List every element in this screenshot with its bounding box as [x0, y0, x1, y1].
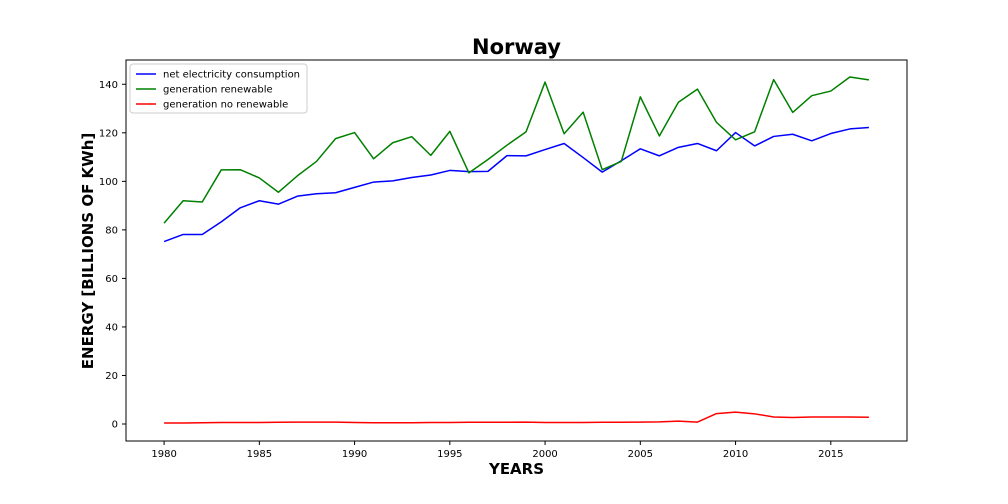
legend-label-consumption: net electricity consumption — [163, 70, 300, 81]
plot-frame — [125, 59, 908, 442]
x-tick-label: 1990 — [342, 449, 367, 460]
y-tick-label: 100 — [99, 177, 118, 188]
plot-area — [126, 60, 907, 441]
x-tick-label: 1980 — [151, 449, 176, 460]
legend: net electricity consumption generation r… — [129, 63, 308, 114]
x-tick-label: 2015 — [818, 449, 843, 460]
series-line-1 — [163, 126, 869, 243]
x-tick-label: 1985 — [247, 449, 272, 460]
y-tick-label: 60 — [105, 274, 118, 285]
y-tick-label: 80 — [105, 225, 118, 236]
y-tick-label: 40 — [105, 322, 118, 333]
legend-label-renewable: generation renewable — [163, 85, 273, 96]
y-tick-label: 20 — [105, 371, 118, 382]
x-tick-label: 1995 — [437, 449, 462, 460]
legend-label-no-renewable: generation no renewable — [163, 100, 288, 111]
x-tick-label: 2005 — [628, 449, 653, 460]
chart-title: Norway — [472, 35, 561, 59]
y-tick-label: 140 — [99, 80, 118, 91]
x-tick-label: 2000 — [532, 449, 557, 460]
x-axis-label: YEARS — [488, 460, 544, 478]
series-line-2 — [163, 76, 870, 224]
y-axis: 0 20 40 60 80 100 120 140 — [99, 80, 126, 431]
x-axis: 1980 1985 1990 1995 2000 2005 2010 2015 — [151, 441, 844, 460]
series-layer — [163, 76, 870, 424]
series-line-3 — [164, 411, 869, 424]
legend-box — [129, 63, 308, 114]
y-tick-label: 120 — [99, 128, 118, 139]
x-tick-label: 2010 — [723, 449, 748, 460]
y-tick-label: 0 — [112, 420, 118, 431]
y-axis-label: ENERGY [BILLIONS OF KWh] — [79, 133, 97, 369]
